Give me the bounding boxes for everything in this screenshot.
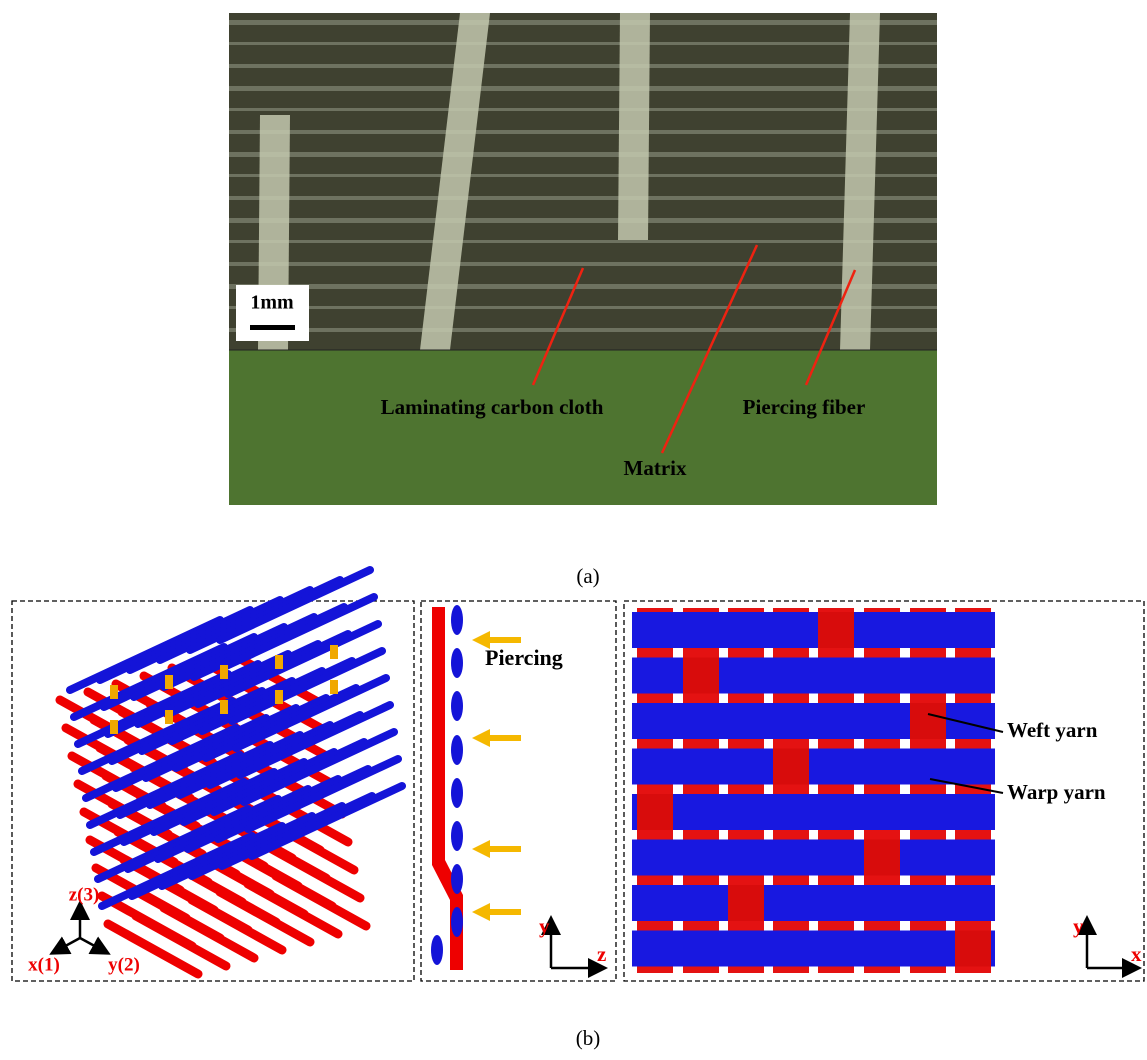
warp-crossing xyxy=(773,749,809,785)
annotation: Piercing xyxy=(485,645,563,670)
piercing-yarn xyxy=(330,680,338,694)
warp-yarn xyxy=(136,916,226,966)
arrow xyxy=(472,729,490,747)
carbon-layer xyxy=(229,284,937,289)
arrow xyxy=(487,637,521,643)
axis-label: y xyxy=(539,914,550,938)
scale-bar-label: 1mm xyxy=(250,292,294,314)
arrow xyxy=(487,846,521,852)
weft-section xyxy=(451,605,463,635)
weft-section xyxy=(451,778,463,808)
piercing-yarn xyxy=(110,720,118,734)
piercing-yarn xyxy=(110,685,118,699)
axis-triad xyxy=(58,910,102,950)
carbon-layer xyxy=(229,218,937,223)
annotation: Weft yarn xyxy=(1007,718,1098,742)
piercing-fiber xyxy=(618,13,650,240)
weft-yarn xyxy=(632,794,995,830)
axis-label: z xyxy=(597,942,606,966)
weft-yarn xyxy=(632,612,995,648)
arrow xyxy=(487,909,521,915)
weft-section xyxy=(451,691,463,721)
warp-crossing xyxy=(864,840,900,876)
arrow xyxy=(487,735,521,741)
weft-section xyxy=(451,735,463,765)
weft-section xyxy=(451,821,463,851)
warp-crossing xyxy=(910,703,946,739)
weft-section xyxy=(451,648,463,678)
carbon-layer xyxy=(229,240,937,243)
carbon-layer xyxy=(229,20,937,25)
weft-section xyxy=(451,907,463,937)
weft-yarn xyxy=(632,840,995,876)
annotation: Laminating carbon cloth xyxy=(381,395,604,419)
axis-label: z(3) xyxy=(69,884,100,905)
axes xyxy=(551,925,598,968)
piercing-yarn xyxy=(165,675,173,689)
carbon-layer xyxy=(229,262,937,266)
piercing-yarn xyxy=(220,665,228,679)
axis-label: y(2) xyxy=(108,954,140,975)
piercing-yarn xyxy=(275,655,283,669)
piercing-yarn xyxy=(275,690,283,704)
carbon-layer xyxy=(229,108,937,111)
annotation: Warp yarn xyxy=(1007,780,1106,804)
weft-section xyxy=(451,864,463,894)
carbon-layer xyxy=(229,42,937,45)
cube-model xyxy=(60,570,402,974)
carbon-layer xyxy=(229,86,937,91)
weft-section xyxy=(431,935,443,965)
caption: (b) xyxy=(576,1026,601,1050)
weave-view xyxy=(632,608,995,973)
warp-crossing xyxy=(728,885,764,921)
annotation: Matrix xyxy=(624,456,687,480)
warp-crossing xyxy=(683,658,719,694)
piercing-yarn xyxy=(330,645,338,659)
carbon-layer xyxy=(229,130,937,134)
annotation: Piercing fiber xyxy=(743,395,866,419)
label-band xyxy=(229,350,937,505)
weft-yarn xyxy=(632,885,995,921)
axes xyxy=(1087,925,1132,968)
scale-bar xyxy=(250,325,295,330)
axis-label: x(1) xyxy=(28,954,60,975)
carbon-layer xyxy=(229,174,937,177)
carbon-layer xyxy=(229,152,937,157)
weft-yarn xyxy=(632,931,995,967)
warp-crossing xyxy=(955,931,991,967)
figure: 1mm Laminating carbon cloth Piercing fib… xyxy=(0,0,1147,1060)
micrograph xyxy=(229,13,937,350)
arrow xyxy=(472,840,490,858)
warp-crossing xyxy=(637,794,673,830)
carbon-layer xyxy=(229,64,937,68)
carbon-layer xyxy=(229,306,937,309)
axis-label: y xyxy=(1073,914,1084,938)
weft-yarn xyxy=(632,749,995,785)
axis-label: x xyxy=(1131,942,1142,966)
piercing-yarn xyxy=(165,710,173,724)
carbon-layer xyxy=(229,196,937,200)
arrow xyxy=(472,903,490,921)
warp-crossing xyxy=(818,612,854,648)
caption: (a) xyxy=(576,564,599,588)
piercing-yarn xyxy=(220,700,228,714)
